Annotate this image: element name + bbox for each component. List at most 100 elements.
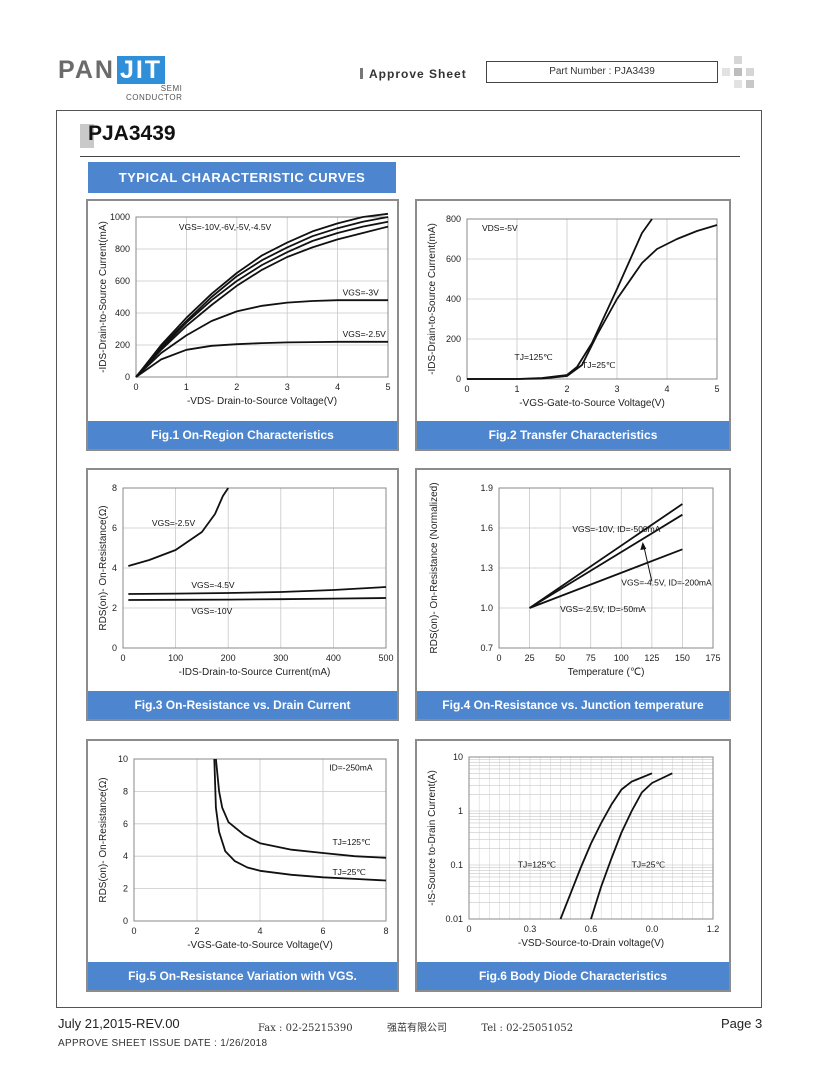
series-line-2 bbox=[590, 772, 673, 920]
logo-pan: PAN bbox=[58, 56, 115, 84]
x-tick-label: 6 bbox=[320, 926, 325, 936]
x-tick-label: 500 bbox=[378, 653, 393, 663]
series-label: TJ=125℃ bbox=[332, 837, 371, 847]
x-tick-label: 0.3 bbox=[524, 924, 537, 934]
panjit-logo: PAN JIT bbox=[58, 56, 166, 85]
series-label: TJ=25℃ bbox=[332, 867, 366, 877]
part-number-box: Part Number : PJA3439 bbox=[486, 61, 718, 83]
fig5-plot: 0 2 4 6 8 0 2 4 6 8 10 -VGS-Gate-to-Source Voltage(… bbox=[88, 741, 397, 962]
y-tick-label: 4 bbox=[123, 851, 128, 861]
y-tick-label: 8 bbox=[123, 786, 128, 796]
x-tick-label: 5 bbox=[385, 382, 390, 392]
x-tick-label: 2 bbox=[194, 926, 199, 936]
y-tick-label: 2 bbox=[112, 603, 117, 613]
chart-annotation: VDS=-5V bbox=[482, 223, 518, 233]
y-tick-label: 1.0 bbox=[480, 603, 493, 613]
series-label: TJ=125℃ bbox=[518, 859, 557, 869]
x-tick-label: 125 bbox=[644, 653, 659, 663]
series-label: VGS=-2.5V, ID=-50mA bbox=[560, 604, 646, 614]
x-tick-label: 175 bbox=[705, 653, 720, 663]
x-tick-label: 0 bbox=[466, 924, 471, 934]
x-tick-label: 4 bbox=[664, 384, 669, 394]
fig1-panel: 0 1 2 3 4 5 0 200 400 600 800 1000 -VDS- Drain-to-So… bbox=[86, 199, 399, 451]
footer-page-number: Page 3 bbox=[721, 1016, 763, 1031]
x-tick-label: 0 bbox=[496, 653, 501, 663]
y-tick-label: 400 bbox=[446, 294, 461, 304]
series-line-1 bbox=[529, 503, 683, 609]
x-tick-label: 3 bbox=[285, 382, 290, 392]
y-tick-label: 1.3 bbox=[480, 563, 493, 573]
y-axis-label: -IDS-Drain-to-Source Current(mA) bbox=[98, 221, 109, 373]
x-tick-label: 25 bbox=[525, 653, 535, 663]
series-line-1 bbox=[215, 758, 387, 859]
fig5-caption: Fig.5 On-Resistance Variation with VGS. bbox=[88, 962, 397, 990]
series-line-2 bbox=[467, 224, 718, 380]
part-title: PJA3439 bbox=[88, 122, 176, 145]
x-tick-label: 300 bbox=[273, 653, 288, 663]
chart-5: 0 2 4 6 8 0 2 4 6 8 10 -VGS-Gate-to-Source Voltage(… bbox=[98, 754, 389, 951]
decor-squares-icon bbox=[722, 56, 754, 88]
x-tick-label: 1.2 bbox=[707, 924, 720, 934]
series-label: TJ=25℃ bbox=[582, 360, 616, 370]
x-tick-label: 200 bbox=[221, 653, 236, 663]
chart-3: 0 100 200 300 400 500 0 2 4 6 8 -IDS-Drain-to-Sourc… bbox=[98, 483, 394, 678]
content-frame bbox=[56, 110, 762, 1008]
fig5-panel: 0 2 4 6 8 0 2 4 6 8 10 -VGS-Gate-to-Source Voltage(… bbox=[86, 739, 399, 992]
series-line-1 bbox=[559, 772, 653, 920]
series-label: TJ=125℃ bbox=[515, 352, 554, 362]
y-tick-label: 0.7 bbox=[480, 643, 493, 653]
footer-company: 强茁有限公司 bbox=[386, 1023, 447, 1034]
x-tick-label: 50 bbox=[555, 653, 565, 663]
x-tick-label: 0 bbox=[131, 926, 136, 936]
plot-area bbox=[498, 487, 714, 649]
y-tick-label: 2 bbox=[123, 884, 128, 894]
x-tick-label: 4 bbox=[257, 926, 262, 936]
series-line-2 bbox=[128, 586, 387, 595]
logo-jit: JIT bbox=[116, 56, 166, 84]
x-tick-label: 2 bbox=[234, 382, 239, 392]
x-tick-label: 0.6 bbox=[585, 924, 598, 934]
y-tick-label: 200 bbox=[446, 334, 461, 344]
pointer-arrow bbox=[642, 543, 653, 582]
y-tick-label: 8 bbox=[112, 483, 117, 493]
chart-6: 0 0.3 0.6 0.0 1.2 0.01 0.1 1 10 -VSD-Source-to-Dr… bbox=[427, 752, 719, 949]
fig1-caption: Fig.1 On-Region Characteristics bbox=[88, 421, 397, 449]
y-tick-label: 6 bbox=[123, 819, 128, 829]
x-tick-label: 1 bbox=[184, 382, 189, 392]
series-label: VGS=-10V bbox=[191, 606, 232, 616]
y-tick-label: 1 bbox=[458, 806, 463, 816]
x-tick-label: 75 bbox=[586, 653, 596, 663]
x-axis-label: -IDS-Drain-to-Source Current(mA) bbox=[179, 667, 331, 678]
y-axis-label: RDS(on)- On-Resistance(Ω) bbox=[98, 505, 109, 630]
plot-area bbox=[122, 487, 387, 649]
logo-sub-conductor: CONDUCTOR bbox=[126, 93, 183, 102]
chart-annotation: ID=-250mA bbox=[329, 762, 373, 772]
fig6-panel: 0 0.3 0.6 0.0 1.2 0.01 0.1 1 10 -VSD-Source-to-Dr… bbox=[415, 739, 731, 992]
series-line-5 bbox=[135, 299, 388, 378]
y-tick-label: 1.9 bbox=[480, 483, 493, 493]
y-tick-label: 800 bbox=[115, 244, 130, 254]
series-label: TJ=25℃ bbox=[632, 859, 666, 869]
fig2-plot: 0 1 2 3 4 5 0 200 400 600 800 -VGS-Gate-to-Source V… bbox=[417, 201, 729, 421]
y-tick-label: 200 bbox=[115, 340, 130, 350]
y-tick-label: 4 bbox=[112, 563, 117, 573]
footer-fax: Fax : 02-25215390 bbox=[258, 1023, 353, 1034]
y-tick-label: 600 bbox=[446, 254, 461, 264]
x-axis-label: Temperature (℃) bbox=[568, 667, 645, 678]
y-tick-label: 0.1 bbox=[450, 860, 463, 870]
x-tick-label: 5 bbox=[714, 384, 719, 394]
x-tick-label: 0.0 bbox=[646, 924, 659, 934]
y-tick-label: 0 bbox=[456, 374, 461, 384]
series-line-3 bbox=[128, 597, 387, 601]
fig4-plot: 0 25 50 75 100 125 150 175 0.7 1.0 1.3 1.6 1.9 Temper… bbox=[417, 470, 729, 691]
series-line-3 bbox=[135, 220, 389, 378]
y-axis-label: RDS(on)- On-Resistance (Normalized) bbox=[429, 482, 440, 653]
footer-contact: Fax : 02-25215390 强茁有限公司 Tel : 02-250510… bbox=[258, 1019, 573, 1034]
x-axis-label: -VDS- Drain-to-Source Voltage(V) bbox=[187, 396, 337, 407]
series-line-1 bbox=[128, 487, 229, 567]
plot-area bbox=[135, 216, 389, 378]
y-tick-label: 6 bbox=[112, 523, 117, 533]
approve-sheet-label: Approve Sheet bbox=[360, 67, 467, 81]
y-tick-label: 0.01 bbox=[445, 914, 463, 924]
x-tick-label: 0 bbox=[464, 384, 469, 394]
